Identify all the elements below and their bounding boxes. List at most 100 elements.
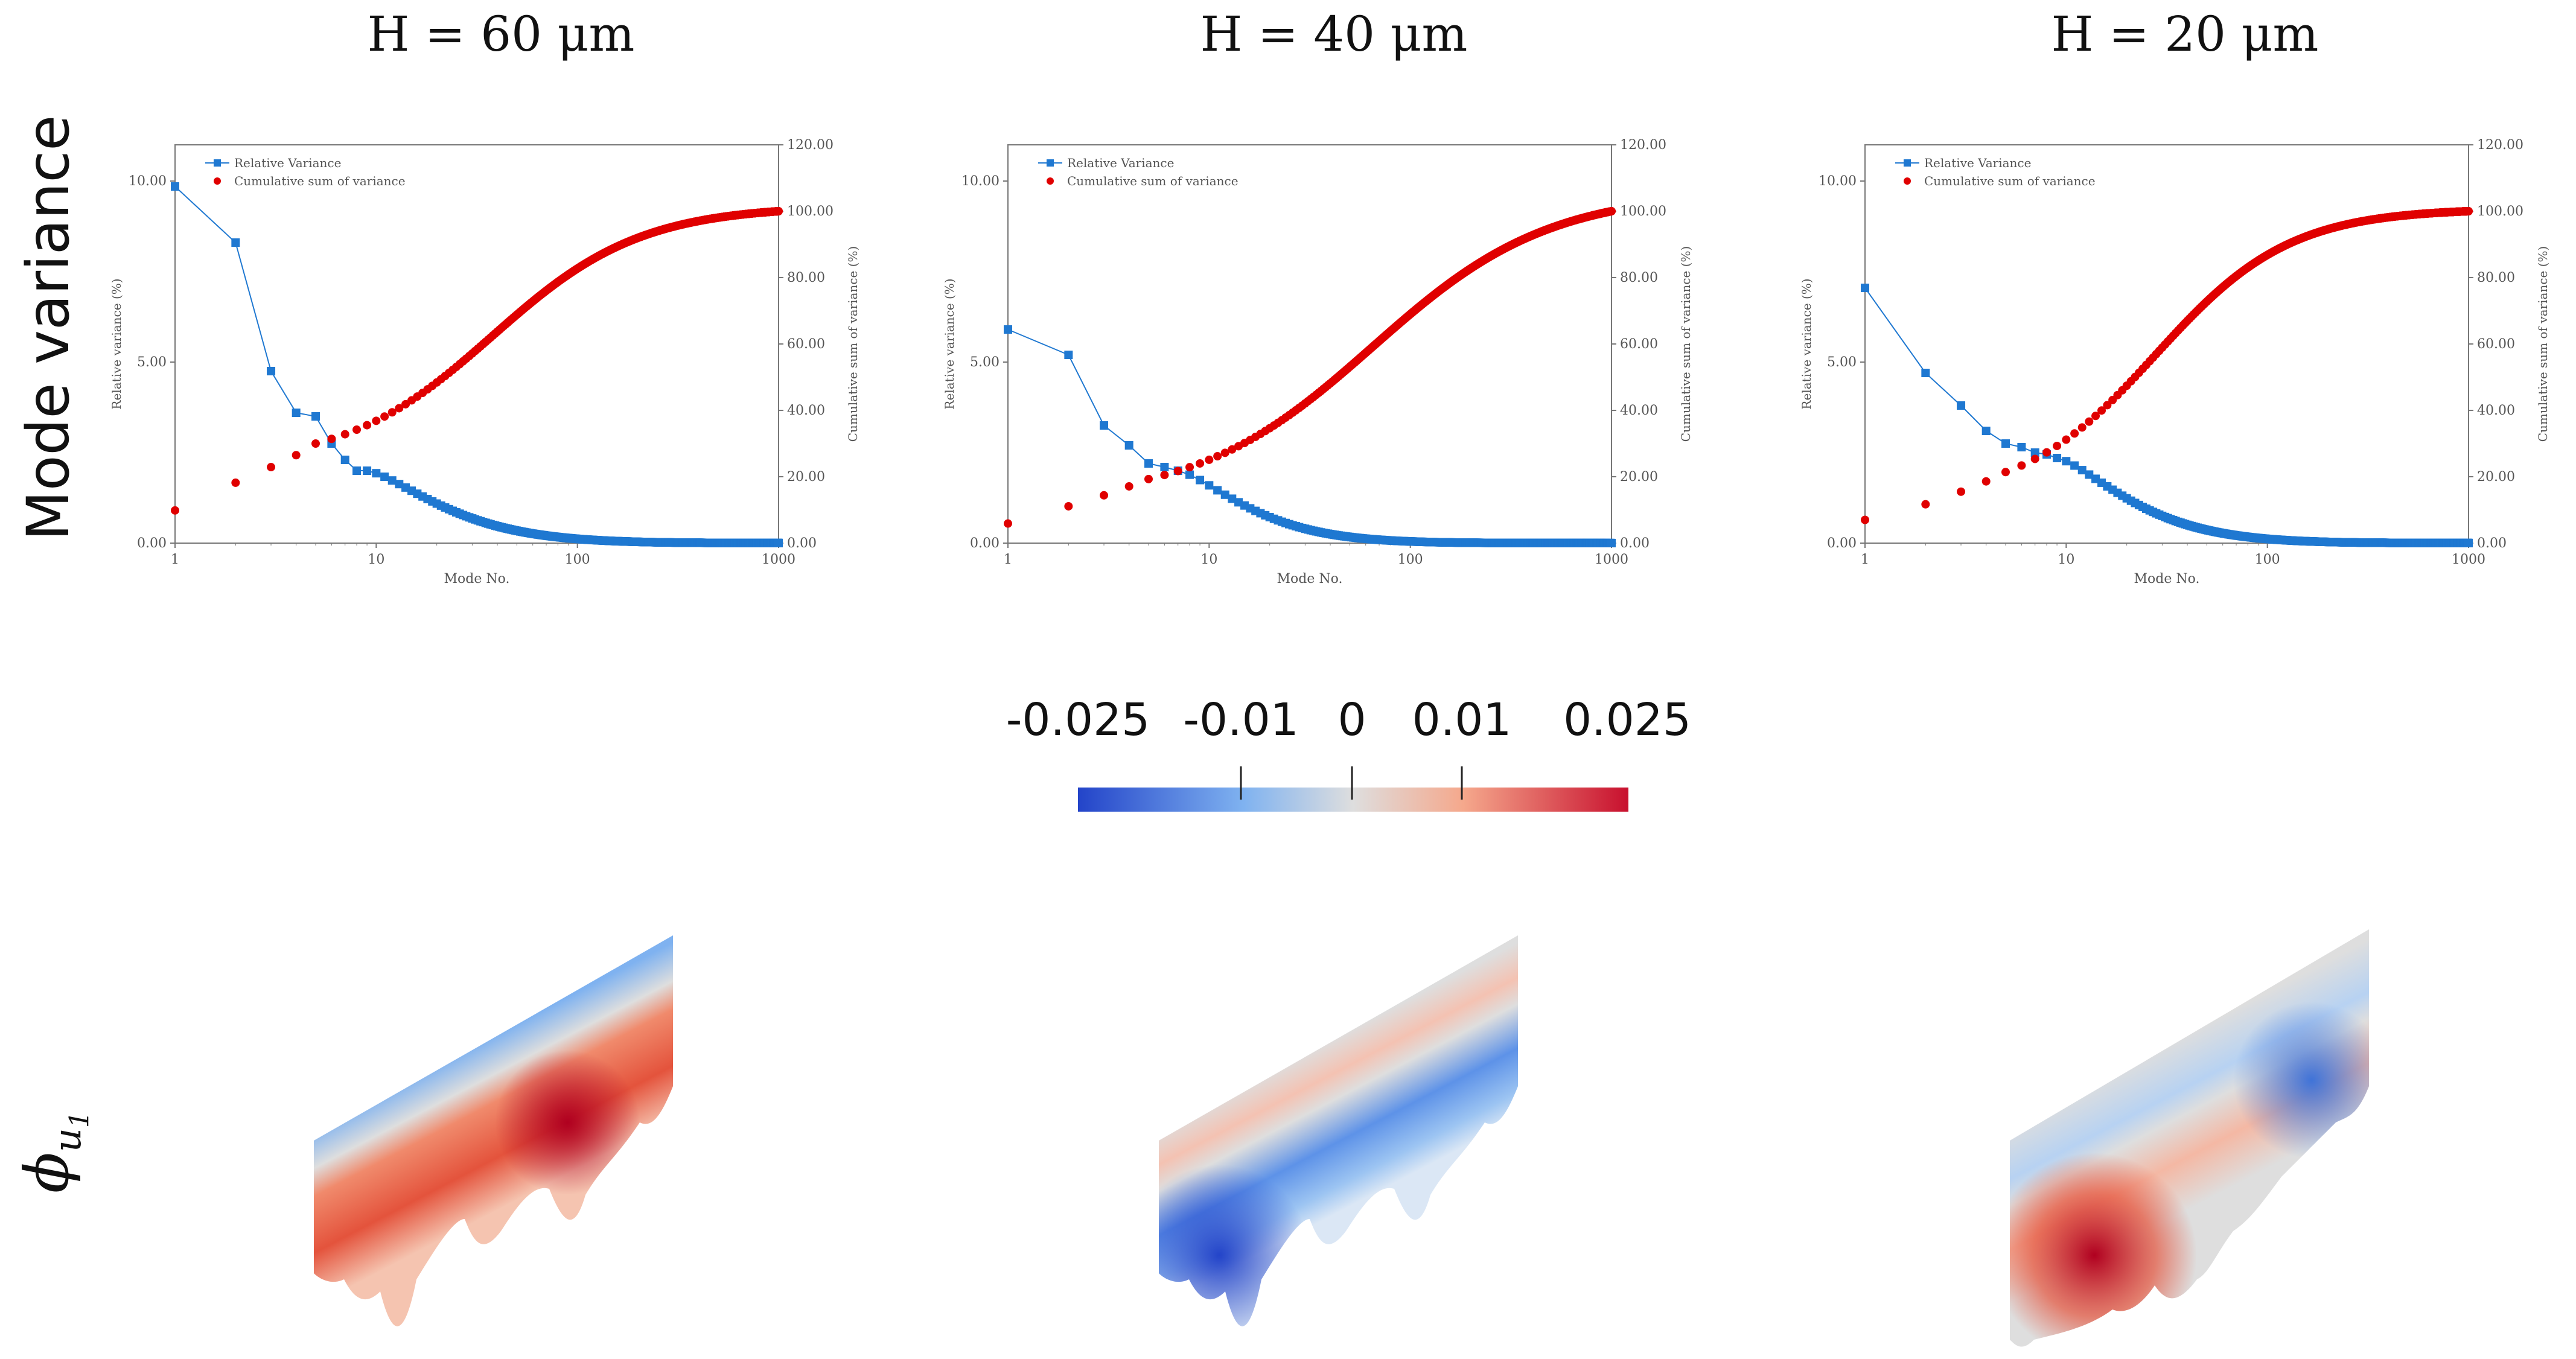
legend-label-relative: Relative Variance bbox=[234, 156, 341, 170]
y2-tick-label: 40.00 bbox=[1620, 403, 1658, 418]
x-tick-label: 1000 bbox=[762, 552, 795, 567]
relative-variance-point bbox=[1185, 470, 1194, 479]
y-axis-label: Relative variance (%) bbox=[109, 278, 124, 409]
y-tick-label: 10.00 bbox=[129, 174, 167, 189]
y2-tick-label: 40.00 bbox=[787, 403, 825, 418]
cumulative-variance-point bbox=[1124, 482, 1133, 491]
x-tick-label: 100 bbox=[2255, 552, 2280, 567]
y-tick-label: 0.00 bbox=[970, 536, 999, 551]
y2-tick-label: 0.00 bbox=[787, 536, 817, 551]
y2-tick-label: 100.00 bbox=[787, 204, 834, 219]
legend-marker-cumulative bbox=[214, 177, 221, 185]
relative-variance-point bbox=[1228, 494, 1237, 503]
relative-variance-point bbox=[372, 469, 381, 478]
relative-variance-point bbox=[2053, 454, 2062, 462]
cumulative-variance-point bbox=[231, 478, 240, 487]
cumulative-variance-point bbox=[1173, 466, 1182, 476]
relative-variance-point bbox=[2085, 470, 2094, 479]
cumulative-variance-point bbox=[327, 434, 336, 444]
y-tick-label: 5.00 bbox=[970, 355, 999, 370]
y2-tick-label: 80.00 bbox=[787, 270, 825, 285]
y2-tick-label: 80.00 bbox=[2477, 270, 2515, 285]
variance-chart-60: 1 10 100 10000.005.0010.000.0020.0040.0060.… bbox=[109, 138, 860, 587]
relative-variance-point bbox=[1124, 441, 1133, 450]
plot-frame bbox=[1007, 144, 1612, 544]
relative-variance-point bbox=[1861, 284, 1869, 292]
relative-variance-point bbox=[1144, 459, 1153, 468]
x-axis-label: Mode No. bbox=[2134, 571, 2200, 587]
cumulative-variance-point bbox=[1213, 452, 1222, 461]
relative-variance-point bbox=[1607, 538, 1616, 547]
relative-variance-point bbox=[231, 238, 240, 247]
x-tick-label: 10 bbox=[2058, 552, 2074, 567]
cumulative-variance-point bbox=[1228, 445, 1237, 454]
relative-variance-point bbox=[1004, 325, 1012, 334]
cumulative-variance-point bbox=[1607, 207, 1616, 215]
x-tick-label: 1 bbox=[171, 552, 179, 567]
cumulative-variance-point bbox=[1196, 459, 1205, 468]
y-tick-label: 0.00 bbox=[1827, 536, 1857, 551]
y2-tick-label: 60.00 bbox=[787, 337, 825, 352]
cumulative-variance-point bbox=[1144, 474, 1153, 483]
x-tick-label: 100 bbox=[1398, 552, 1423, 567]
relative-variance-point bbox=[171, 182, 179, 191]
y-tick-label: 10.00 bbox=[1819, 174, 1857, 189]
cumulative-variance-point bbox=[340, 430, 349, 439]
relative-variance-point bbox=[2030, 448, 2039, 457]
y2-axis-label: Cumulative sum of variance (%) bbox=[2536, 246, 2550, 442]
relative-variance-point bbox=[352, 466, 362, 475]
cumulative-variance-point bbox=[1160, 471, 1169, 480]
x-tick-label: 1000 bbox=[2452, 552, 2485, 567]
x-axis-label: Mode No. bbox=[444, 571, 510, 587]
y-tick-label: 5.00 bbox=[1827, 355, 1857, 370]
relative-variance-point bbox=[1921, 369, 1930, 377]
variance-chart-40: 1 10 100 10000.005.0010.000.0020.0040.0060.… bbox=[942, 138, 1693, 587]
relative-variance-point bbox=[774, 538, 783, 547]
y2-tick-label: 0.00 bbox=[1620, 536, 1650, 551]
cumulative-variance-point bbox=[1220, 448, 1229, 457]
relative-variance-point bbox=[2070, 461, 2079, 470]
relative-variance-point bbox=[380, 473, 389, 482]
relative-variance-point bbox=[1196, 476, 1205, 485]
cumulative-variance-point bbox=[267, 463, 276, 472]
y-tick-label: 10.00 bbox=[961, 174, 999, 189]
legend-label-cumulative: Cumulative sum of variance bbox=[1067, 174, 1239, 188]
x-tick-label: 1000 bbox=[1595, 552, 1628, 567]
y2-tick-label: 60.00 bbox=[2477, 337, 2515, 352]
cumulative-variance-point bbox=[1185, 463, 1194, 472]
y-tick-label: 5.00 bbox=[137, 355, 167, 370]
cumulative-variance-point bbox=[363, 421, 372, 430]
x-tick-label: 10 bbox=[1200, 552, 1217, 567]
relative-variance-point bbox=[1220, 490, 1229, 499]
relative-variance-point bbox=[292, 409, 301, 417]
x-tick-label: 10 bbox=[368, 552, 384, 567]
row-label-variance: Mode variance bbox=[14, 115, 82, 541]
relative-variance-point bbox=[1957, 401, 1966, 410]
relative-variance-point bbox=[2001, 439, 2010, 448]
relative-variance-point bbox=[311, 412, 320, 421]
relative-variance-point bbox=[1213, 486, 1222, 495]
y2-tick-label: 120.00 bbox=[2477, 138, 2523, 153]
relative-variance-point bbox=[340, 456, 349, 464]
relative-variance-point bbox=[2062, 457, 2071, 466]
y2-tick-label: 20.00 bbox=[1620, 469, 1658, 485]
relative-variance-point bbox=[395, 480, 404, 489]
relative-variance-line bbox=[1864, 287, 2469, 544]
relative-variance-point bbox=[1160, 463, 1169, 471]
y-axis-label: Relative variance (%) bbox=[1799, 278, 1814, 409]
cumulative-variance-point bbox=[311, 439, 320, 448]
legend-marker-relative bbox=[1047, 159, 1054, 167]
relative-variance-point bbox=[267, 367, 276, 375]
cumulative-variance-point bbox=[1100, 491, 1109, 500]
panel-title-20: H = 20 μm bbox=[2051, 6, 2319, 62]
cumulative-variance-point bbox=[387, 408, 397, 417]
y2-tick-label: 120.00 bbox=[1620, 138, 1666, 153]
y2-tick-label: 20.00 bbox=[2477, 469, 2515, 485]
cumulative-variance-point bbox=[401, 399, 410, 409]
cumulative-variance-point bbox=[372, 416, 381, 425]
y2-tick-label: 80.00 bbox=[1620, 270, 1658, 285]
y2-tick-label: 120.00 bbox=[787, 138, 834, 153]
relative-variance-point bbox=[387, 476, 397, 485]
y2-tick-label: 100.00 bbox=[2477, 204, 2523, 219]
cumulative-variance-point bbox=[380, 412, 389, 421]
